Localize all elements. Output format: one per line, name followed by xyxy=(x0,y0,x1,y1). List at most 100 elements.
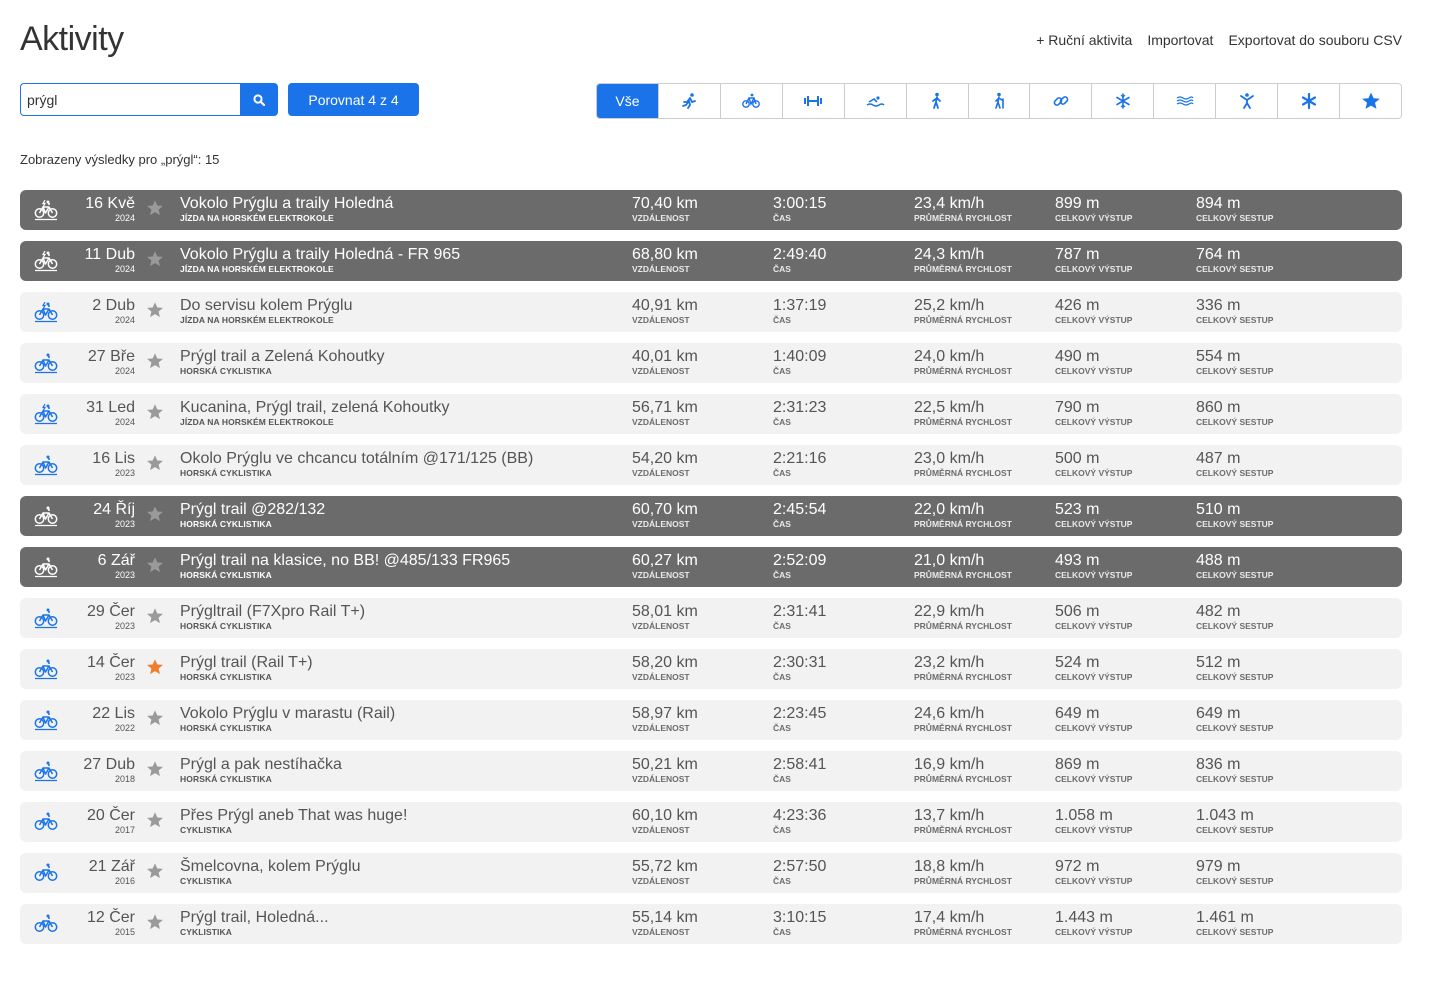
time-label: Čas xyxy=(773,519,791,529)
activity-row[interactable]: 27 Dub 2018 Prýgl a pak nestíhačka Horsk… xyxy=(20,751,1402,791)
activity-name-link[interactable]: Prýgl trail a Zelená Kohoutky xyxy=(180,348,385,365)
speed-label: Průměrná rychlost xyxy=(914,774,1012,784)
search-button[interactable] xyxy=(240,83,278,116)
search-input[interactable] xyxy=(20,83,240,116)
activity-name-link[interactable]: Vokolo Prýglu a traily Holedná - FR 965 xyxy=(180,246,461,263)
activity-year: 2024 xyxy=(114,264,135,274)
filter-water-sports[interactable] xyxy=(1154,84,1217,118)
activity-name-link[interactable]: Okolo Prýglu ve chcancu totálním @171/12… xyxy=(180,450,534,467)
activity-name-link[interactable]: Prýgltrail (F7Xpro Rail T+) xyxy=(180,603,366,620)
running-icon xyxy=(682,93,697,109)
activity-name-link[interactable]: Prýgl trail (Rail T+) xyxy=(180,654,313,671)
activity-row[interactable]: 22 Lis 2022 Vokolo Prýglu v marastu (Rai… xyxy=(20,700,1402,740)
strength-icon xyxy=(804,96,823,106)
activity-row[interactable]: 20 Čer 2017 Přes Prýgl aneb That was hug… xyxy=(20,802,1402,842)
favorite-star-icon[interactable] xyxy=(146,250,164,268)
activity-name-link[interactable]: Kucanina, Prýgl trail, zelená Kohoutky xyxy=(180,399,450,416)
activity-day: 20 Čer xyxy=(86,807,135,824)
favorite-star-icon[interactable] xyxy=(146,352,164,370)
activity-row[interactable]: 31 Led 2024 Kucanina, Prýgl trail, zelen… xyxy=(20,394,1402,434)
ascent-label: Celkový výstup xyxy=(1055,774,1133,784)
filter-fitness[interactable] xyxy=(1216,84,1279,118)
descent-value: 512 m xyxy=(1196,654,1241,671)
export-csv-link[interactable]: Exportovat do souboru CSV xyxy=(1228,32,1402,48)
import-link[interactable]: Importovat xyxy=(1147,32,1214,48)
favorite-star-icon[interactable] xyxy=(146,607,164,625)
activity-day: 27 Bře xyxy=(87,348,135,365)
activity-title-block: Prýgl trail (Rail T+) Horská cyklistika xyxy=(180,653,313,683)
favorite-star-icon[interactable] xyxy=(146,403,164,421)
favorite-star-icon[interactable] xyxy=(146,199,164,217)
filter-other[interactable] xyxy=(1278,84,1341,118)
time-stat: 2:23:45 Čas xyxy=(773,704,826,734)
activity-row[interactable]: 16 Lis 2023 Okolo Prýglu ve chcancu totá… xyxy=(20,445,1402,485)
time-label: Čas xyxy=(773,774,791,784)
time-label: Čas xyxy=(773,315,791,325)
activity-name-link[interactable]: Do servisu kolem Prýglu xyxy=(180,297,353,314)
distance-value: 58,97 km xyxy=(632,705,698,722)
filter-strength[interactable] xyxy=(782,84,845,118)
time-stat: 2:30:31 Čas xyxy=(773,653,826,683)
manual-activity-link[interactable]: + Ruční aktivita xyxy=(1036,32,1133,48)
activity-row[interactable]: 21 Zář 2016 Šmelcovna, kolem Prýglu Cykl… xyxy=(20,853,1402,893)
time-stat: 4:23:36 Čas xyxy=(773,806,826,836)
time-value: 2:30:31 xyxy=(773,654,827,671)
filter-hiking[interactable] xyxy=(968,84,1031,118)
favorite-star-icon[interactable] xyxy=(146,913,164,931)
activity-type-label: Horská cyklistika xyxy=(180,519,272,529)
favorite-star-icon[interactable] xyxy=(146,811,164,829)
activity-date: 11 Dub 2024 xyxy=(70,245,135,275)
time-value: 2:21:16 xyxy=(773,450,827,467)
filter-cycling[interactable] xyxy=(720,84,783,118)
compare-button[interactable]: Porovnat 4 z 4 xyxy=(288,83,419,116)
activity-row[interactable]: 6 Zář 2023 Prýgl trail na klasice, no BB… xyxy=(20,547,1402,587)
favorite-star-icon[interactable] xyxy=(146,454,164,472)
activity-name-link[interactable]: Prýgl trail, Holedná... xyxy=(180,909,329,926)
activity-row[interactable]: 16 Kvě 2024 Vokolo Prýglu a traily Holed… xyxy=(20,190,1402,230)
favorite-star-icon[interactable] xyxy=(146,862,164,880)
activity-name-link[interactable]: Prýgl trail na klasice, no BB! @485/133 … xyxy=(180,552,511,569)
activity-row[interactable]: 27 Bře 2024 Prýgl trail a Zelená Kohoutk… xyxy=(20,343,1402,383)
filter-multisport[interactable] xyxy=(1030,84,1093,118)
distance-stat: 40,01 km Vzdálenost xyxy=(632,347,698,377)
filter-running[interactable] xyxy=(658,84,721,118)
filter-walking[interactable] xyxy=(906,84,969,118)
speed-stat: 18,8 km/h Průměrná rychlost xyxy=(914,857,1012,887)
favorite-star-icon[interactable] xyxy=(146,505,164,523)
activity-row[interactable]: 12 Čer 2015 Prýgl trail, Holedná... Cykl… xyxy=(20,904,1402,944)
distance-stat: 58,01 km Vzdálenost xyxy=(632,602,698,632)
filter-all[interactable]: Vše xyxy=(597,84,659,118)
filter-swimming[interactable] xyxy=(844,84,907,118)
activity-row[interactable]: 29 Čer 2023 Prýgltrail (F7Xpro Rail T+) … xyxy=(20,598,1402,638)
speed-value: 22,5 km/h xyxy=(914,399,985,416)
filter-winter-sports[interactable] xyxy=(1092,84,1155,118)
time-stat: 2:49:40 Čas xyxy=(773,245,826,275)
activity-name-link[interactable]: Vokolo Prýglu v marastu (Rail) xyxy=(180,705,396,722)
filter-favorites[interactable] xyxy=(1340,84,1401,118)
distance-stat: 70,40 km Vzdálenost xyxy=(632,194,698,224)
activity-row[interactable]: 14 Čer 2023 Prýgl trail (Rail T+) Horská… xyxy=(20,649,1402,689)
time-stat: 2:21:16 Čas xyxy=(773,449,826,479)
activity-date: 14 Čer 2023 xyxy=(70,653,135,683)
activity-day: 31 Led xyxy=(86,399,135,416)
favorite-star-icon[interactable] xyxy=(146,658,164,676)
activity-name-link[interactable]: Vokolo Prýglu a traily Holedná xyxy=(180,195,394,212)
activity-name-link[interactable]: Prýgl a pak nestíhačka xyxy=(180,756,342,773)
favorite-star-icon[interactable] xyxy=(146,709,164,727)
activity-name-link[interactable]: Přes Prýgl aneb That was huge! xyxy=(180,807,408,824)
activity-row[interactable]: 11 Dub 2024 Vokolo Prýglu a traily Holed… xyxy=(20,241,1402,281)
activity-name-link[interactable]: Prýgl trail @282/132 xyxy=(180,501,326,518)
activity-name-link[interactable]: Šmelcovna, kolem Prýglu xyxy=(180,858,361,875)
favorite-star-icon[interactable] xyxy=(146,760,164,778)
activity-row[interactable]: 24 Říj 2023 Prýgl trail @282/132 Horská … xyxy=(20,496,1402,536)
mtb-icon xyxy=(34,709,58,731)
distance-value: 55,72 km xyxy=(632,858,698,875)
time-stat: 2:57:50 Čas xyxy=(773,857,826,887)
speed-value: 22,0 km/h xyxy=(914,501,985,518)
ascent-label: Celkový výstup xyxy=(1055,825,1133,835)
speed-value: 24,0 km/h xyxy=(914,348,985,365)
speed-value: 24,6 km/h xyxy=(914,705,985,722)
favorite-star-icon[interactable] xyxy=(146,556,164,574)
favorite-star-icon[interactable] xyxy=(146,301,164,319)
activity-row[interactable]: 2 Dub 2024 Do servisu kolem Prýglu Jízda… xyxy=(20,292,1402,332)
